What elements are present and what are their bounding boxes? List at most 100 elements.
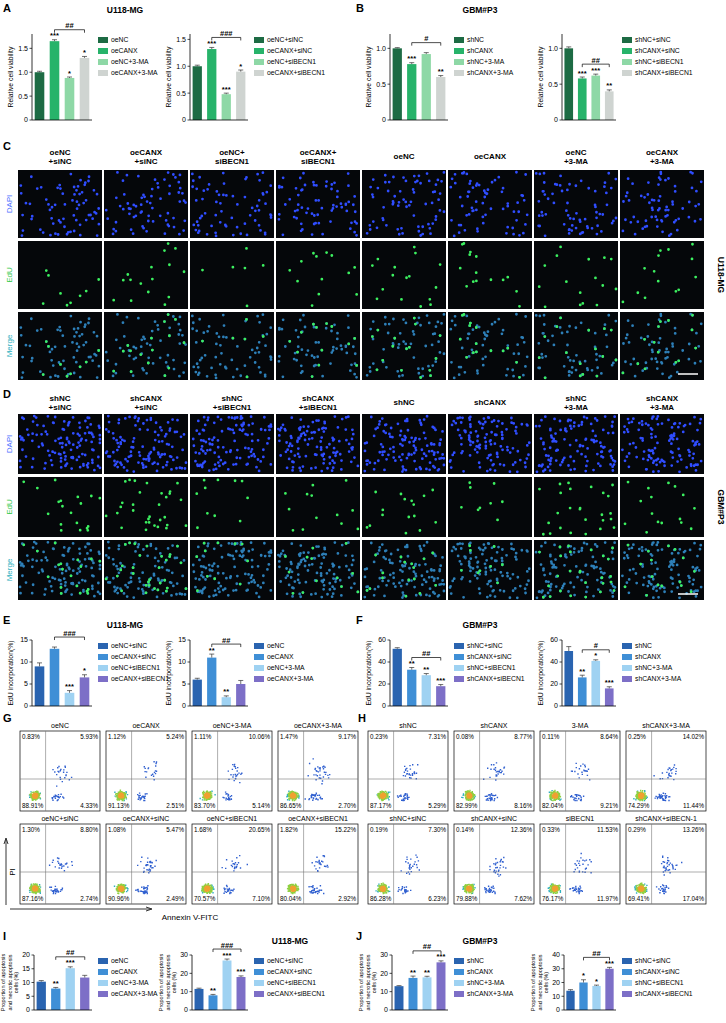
figure: AU118-MGBGBM#P3CU118-MGDGBM#P3EU118-MGFG… [0,0,726,1023]
panel-letter: G [3,712,12,724]
column-label-line: +3-MA [564,157,588,166]
flow-label: siBECN1 [566,815,595,822]
quadrant-percent: 8.16% [514,802,532,809]
edu-dots [42,340,100,377]
column-label-line: +siNC [49,157,72,166]
event-dots [638,792,645,799]
column-label-line: shNC [50,394,71,403]
event-dots [552,792,559,799]
micrograph [190,414,274,474]
quadrant-percent: 8.77% [514,733,532,740]
column-label: oeNC+siBECN1 [215,148,249,166]
significance: *** [578,69,587,78]
legend-swatch [454,676,464,682]
legend-label: oeNC+siNC [267,36,303,43]
y-tick-label: 0 [384,1006,388,1013]
error-bar [568,990,573,991]
flow-frame [20,731,100,811]
legend-label: oeNC [111,957,128,964]
quadrant-percent: 0.33% [542,826,560,833]
y-tick-label: 15 [20,636,28,643]
bar [80,978,89,1010]
panel-title: GBM#P3 [716,490,726,525]
event-dots [116,884,127,895]
x-axis [190,120,248,121]
y-axis [190,34,191,120]
y-tick [390,991,393,992]
y-tick-label: 5 [182,680,186,687]
legend-label: shCANX+siBECN1 [635,990,693,997]
bars [35,647,90,706]
quadrant-percent: 79.88% [456,895,478,902]
y-tick-label: 30 [180,951,188,958]
y-tick-label: 0 [182,116,186,123]
micrograph [276,540,360,600]
micrograph [534,241,618,309]
x-axis [392,1010,448,1011]
y-tick [390,955,393,956]
y-axis-label-line: cells (%) [543,972,549,994]
micrograph [104,241,188,309]
significance: *** [66,958,75,967]
column-label-line: oeNC [50,148,71,157]
micrograph [18,170,102,238]
legend-swatch [254,980,264,986]
y-axis-label: Proportion of apoptosisand necrotic apop… [158,954,177,1012]
quadrant-percent: 80.04% [280,895,302,902]
event-dots [380,886,387,892]
y-tick [560,706,563,707]
bars [193,47,246,120]
column-label-line: +3-MA [564,403,588,412]
event-dots [32,885,39,892]
flow-frame [106,824,186,904]
legend-swatch [622,654,632,660]
event-dots [466,792,472,799]
y-tick-label: 1.0 [376,45,386,52]
bar-chart: 00.51.01.5Relative cell viability*****##… [7,21,158,123]
quadrant-percent: 13.26% [683,826,705,833]
y-tick-label: 10 [178,658,186,665]
quadrant-line [651,731,652,811]
y-tick [30,48,33,49]
legend-swatch [254,59,264,65]
bar [436,77,445,120]
quadrant-line [565,824,566,904]
significance: * [594,651,597,660]
row-label: DAPI [5,195,14,214]
y-tick [30,684,33,685]
quadrant-line [217,824,218,904]
significance: ** [410,968,416,977]
column-label: shNC+3-MA [564,394,588,412]
x-axis [562,706,616,707]
y-tick [562,1010,565,1011]
quadrant-line [106,872,186,873]
y-axis-label-line: cells (%) [13,972,19,994]
y-tick-label: 10 [552,993,560,1000]
bar [207,49,216,120]
flow-label: oeNC+3-MA [213,722,252,729]
legend-swatch [454,991,464,997]
legend-label: oeNC [267,642,284,649]
legend-swatch [254,654,264,660]
y-axis [562,640,563,706]
y-tick-label: 40 [550,658,558,665]
event-dots [288,791,299,802]
nucleus-dots [105,415,188,473]
edu-dots [105,542,188,595]
event-dots [483,762,505,801]
legend-label: shNC+3-MA [467,58,505,65]
event-dots [638,886,645,893]
y-tick [188,662,191,663]
legend-swatch [98,665,108,671]
column-label-line: siBECN1 [215,157,249,166]
event-dots [377,791,391,800]
legend-label: shCANX [635,653,662,660]
legend-label: oeCANX+siNC [267,47,312,54]
error-bar [82,975,87,977]
nucleus-dots [191,171,272,237]
legend-label: oeCANX+3-MA [111,69,158,76]
bar [422,54,431,120]
quadrant-line [626,779,706,780]
quadrant-percent: 1.47% [280,733,298,740]
edu-dots [105,479,188,532]
